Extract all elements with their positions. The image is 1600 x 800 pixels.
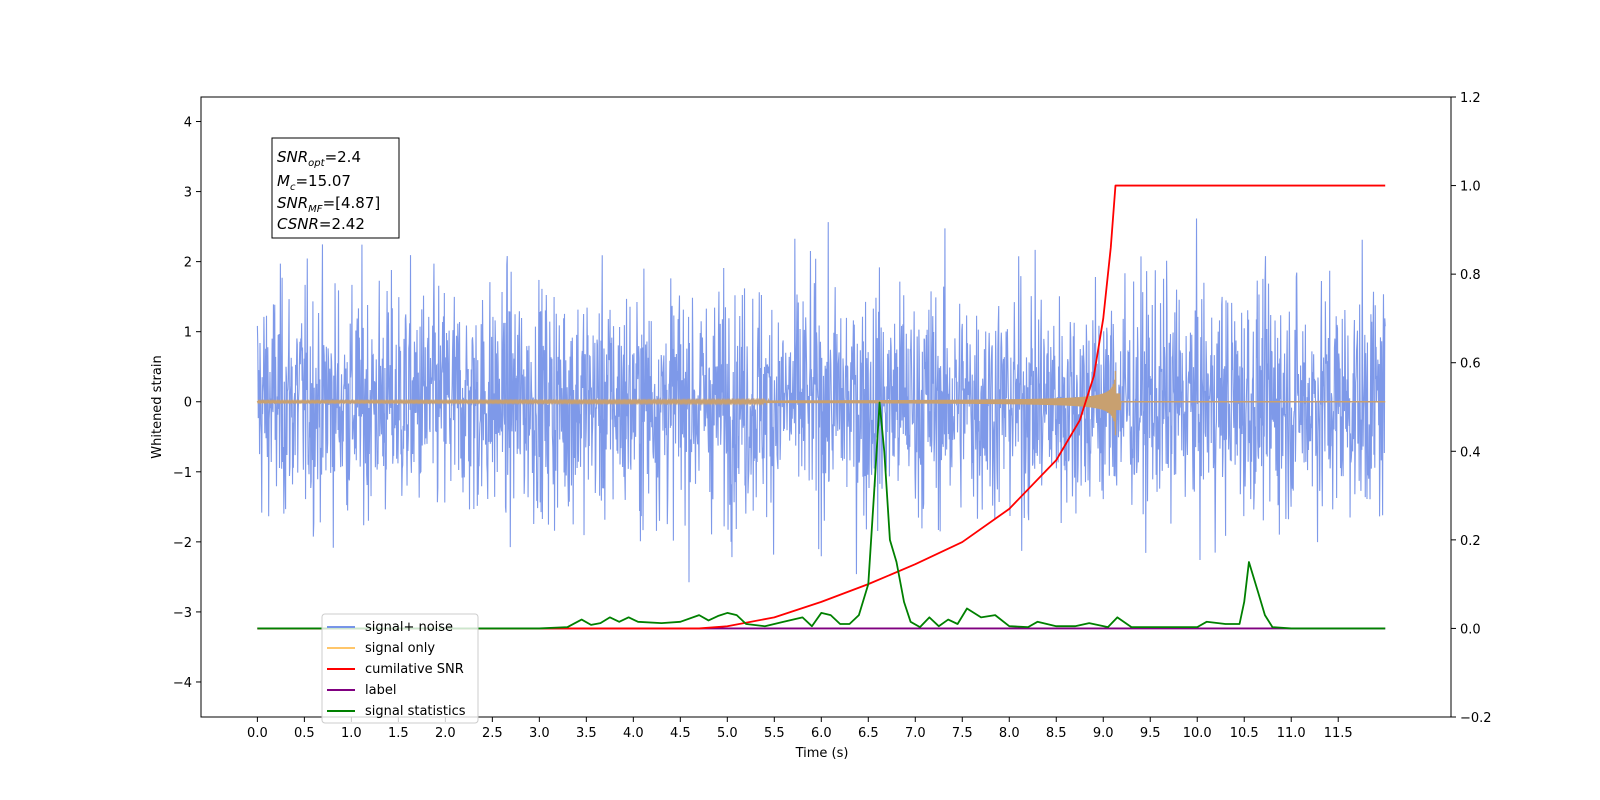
x-tick-label: 8.5: [1046, 726, 1067, 741]
x-tick-label: 6.0: [811, 726, 832, 741]
x-axis-label: Time (s): [795, 746, 849, 761]
y-tick-label: 0: [184, 396, 192, 411]
legend-label-cumulative-snr: cumilative SNR: [365, 662, 464, 677]
y-axis-right: 1.2 1.0 0.8 0.6 0.4 0.2 0.0 −0.2: [1451, 91, 1492, 726]
legend-frame: [321, 613, 479, 724]
x-tick-label: 10.0: [1183, 726, 1212, 741]
y-tick-label: −4: [173, 676, 192, 691]
series-signal-statistics: [257, 401, 1386, 630]
y-tick-label: 1: [184, 326, 192, 341]
legend: signal+ noise signal only cumilative SNR…: [321, 613, 479, 724]
y-axis-label: Whitened strain: [150, 355, 165, 458]
annotation-frame: [271, 137, 400, 239]
x-tick-label: 11.5: [1324, 726, 1353, 741]
y2-tick-label: 0.4: [1460, 445, 1481, 460]
x-axis: 0.0 0.5 1.0 1.5 2.0 2.5 3.0 3.5 4.0 4.5 5.0 5.5 6.0 6…: [247, 717, 1353, 741]
y2-tick-label: 0.8: [1460, 268, 1481, 283]
y-tick-label: 4: [184, 116, 192, 131]
x-tick-label: 6.5: [858, 726, 879, 741]
x-tick-label: 0.0: [247, 726, 268, 741]
x-tick-label: 4.5: [670, 726, 691, 741]
y-axis-left: 4 3 2 1 0 −1 −2 −3 −4: [173, 116, 201, 691]
x-tick-label: 9.5: [1140, 726, 1161, 741]
y-tick-label: 2: [184, 256, 192, 271]
y2-tick-label: 0.6: [1460, 357, 1481, 372]
x-tick-label: 1.5: [388, 726, 409, 741]
x-tick-label: 4.0: [623, 726, 644, 741]
x-tick-label: 2.5: [482, 726, 503, 741]
x-tick-label: 10.5: [1230, 726, 1259, 741]
y2-tick-label: −0.2: [1460, 711, 1492, 726]
y-tick-label: −1: [173, 466, 192, 481]
series-signal-only: [256, 370, 1386, 436]
x-tick-label: 5.0: [717, 726, 738, 741]
x-tick-label: 0.5: [294, 726, 315, 741]
x-tick-label: 3.5: [576, 726, 597, 741]
annotation-mc: Mc=15.07: [277, 172, 351, 193]
x-tick-label: 7.0: [905, 726, 926, 741]
legend-label-label: label: [365, 683, 396, 698]
x-tick-label: 11.0: [1277, 726, 1306, 741]
x-tick-label: 8.0: [999, 726, 1020, 741]
series-signal-noise: [256, 218, 1386, 583]
x-tick-label: 1.0: [341, 726, 362, 741]
y-tick-label: −2: [173, 536, 192, 551]
y-tick-label: −3: [173, 606, 192, 621]
x-tick-label: 9.0: [1093, 726, 1114, 741]
y2-tick-label: 1.2: [1460, 91, 1481, 106]
annotation-snr-opt: SNRopt=2.4: [277, 148, 361, 169]
y2-tick-label: 1.0: [1460, 180, 1481, 195]
x-tick-label: 3.0: [529, 726, 550, 741]
y2-tick-label: 0.0: [1460, 622, 1481, 637]
plot-frame: [200, 96, 1452, 718]
x-tick-label: 7.5: [952, 726, 973, 741]
annotation-box: SNRopt=2.4 Mc=15.07 SNRMF=[4.87] CSNR=2.…: [271, 137, 400, 239]
y-tick-label: 3: [184, 186, 192, 201]
y2-tick-label: 0.2: [1460, 534, 1481, 549]
legend-label-signal-only: signal only: [365, 641, 435, 656]
legend-label-signal-statistics: signal statistics: [365, 704, 466, 719]
annotation-snr-mf: SNRMF=[4.87]: [277, 194, 380, 215]
x-tick-label: 2.0: [435, 726, 456, 741]
x-tick-label: 5.5: [764, 726, 785, 741]
annotation-csnr: CSNR=2.42: [277, 215, 365, 233]
legend-label-signal-noise: signal+ noise: [365, 620, 453, 635]
series-cumulative-snr: [257, 184, 1386, 630]
